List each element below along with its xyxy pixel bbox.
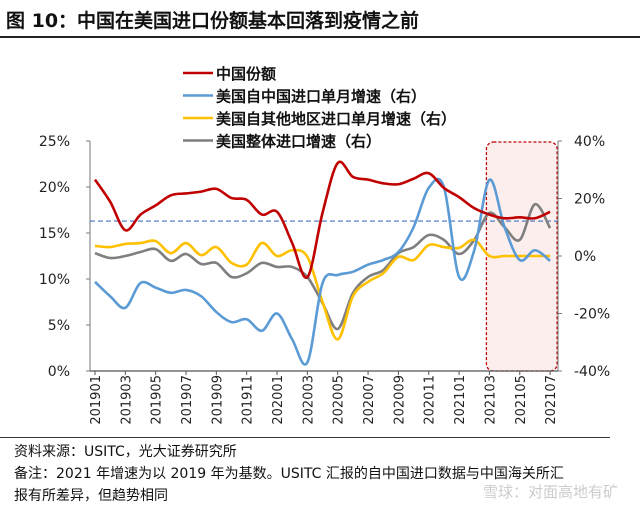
x-tick-label: 201907	[180, 375, 195, 425]
left-tick-label: 0%	[48, 364, 70, 380]
left-tick-label: 25%	[39, 134, 70, 150]
x-tick-label: 202107	[544, 375, 559, 425]
left-tick-label: 5%	[48, 318, 70, 334]
x-tick-label: 202001	[271, 375, 286, 425]
x-tick-label: 201911	[241, 375, 256, 425]
x-tick-label: 201901	[89, 375, 104, 425]
x-tick-label: 202007	[362, 375, 377, 425]
x-tick-label: 202003	[301, 375, 316, 425]
right-tick-label: 0%	[574, 249, 596, 265]
x-tick-label: 202011	[423, 375, 438, 425]
legend-label: 美国整体进口增速（右）	[216, 133, 381, 151]
right-tick-label: -20%	[574, 307, 610, 323]
chart: 0% 5% 10% 15% 20% 25% -40% -20% 0% 20% 40% 201901 20…	[39, 65, 610, 425]
left-tick-label: 10%	[39, 272, 70, 288]
right-tick-label: 40%	[574, 134, 605, 150]
x-tick-label: 201905	[150, 375, 165, 425]
legend-label: 中国份额	[216, 65, 276, 83]
note-text-2: 报有所差异，但趋势相同	[14, 488, 168, 504]
x-tick-label: 202105	[514, 375, 529, 425]
x-tick-label: 201909	[210, 375, 225, 425]
watermark: 雪球：对面高地有矿	[482, 483, 618, 501]
series-line-3	[94, 202, 552, 331]
x-tick-label: 202009	[392, 375, 407, 425]
left-tick-label: 20%	[39, 180, 70, 196]
right-tick-label: 20%	[574, 192, 605, 208]
source-text: 资料来源：USITC，光大证券研究所	[14, 444, 237, 460]
series-line-0	[93, 160, 551, 279]
figure-title: 图 10：中国在美国进口份额基本回落到疫情之前	[6, 10, 420, 32]
note-text-1: 备注：2021 年增速为以 2019 年为基数。USITC 汇报的自中国进口数据…	[14, 466, 564, 482]
x-tick-label: 202005	[332, 375, 347, 425]
left-tick-label: 15%	[39, 226, 70, 242]
footer-divider	[0, 437, 610, 438]
x-tick-label: 201903	[119, 375, 134, 425]
x-tick-label: 202101	[453, 375, 468, 425]
legend-label: 美国自其他地区进口单月增速（右）	[216, 110, 456, 128]
x-tick-label: 202103	[483, 375, 498, 425]
legend-label: 美国自中国进口单月增速（右）	[216, 88, 426, 106]
title-divider	[0, 36, 640, 38]
right-tick-label: -40%	[574, 364, 610, 380]
series-line-1	[94, 177, 551, 366]
